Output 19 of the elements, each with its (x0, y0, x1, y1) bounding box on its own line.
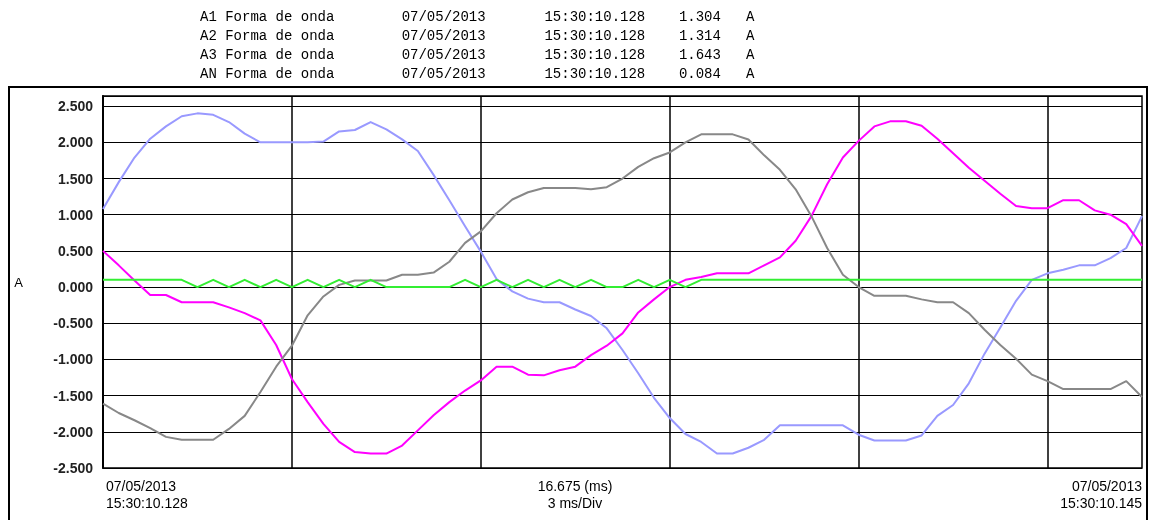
y-tick-label: -1.500 (53, 387, 94, 404)
y-tick-label: -2.000 (53, 423, 94, 440)
text: A1 Forma de onda 07/05/2013 15:30:10.128 1.304 A (200, 8, 755, 27)
y-tick-label: -0.500 (53, 315, 94, 332)
y-tick-label: 2.000 (57, 134, 94, 151)
y-tick-label: -2.500 (53, 460, 94, 476)
y-tick-label: 1.500 (57, 170, 94, 187)
y-tick-label: 1.000 (57, 206, 94, 223)
text: AN Forma de onda 07/05/2013 15:30:10.128 0.084 A (200, 65, 755, 84)
y-tick-label: 2.500 (57, 98, 94, 115)
y-tick-label: -1.000 (53, 351, 94, 368)
y-axis-title: A (14, 274, 24, 290)
y-tick-label: 0.500 (57, 242, 94, 259)
text: 07/05/2013 15:30:10.145 (1060, 478, 1142, 512)
text: A3 Forma de onda 07/05/2013 15:30:10.128 1.643 A (200, 46, 755, 65)
text: A2 Forma de onda 07/05/2013 15:30:10.128 1.314 A (200, 27, 755, 46)
y-tick-label: 0.000 (57, 279, 94, 296)
text: 16.675 (ms) 3 ms/Div (537, 478, 613, 512)
text: 07/05/2013 15:30:10.128 (106, 478, 188, 512)
